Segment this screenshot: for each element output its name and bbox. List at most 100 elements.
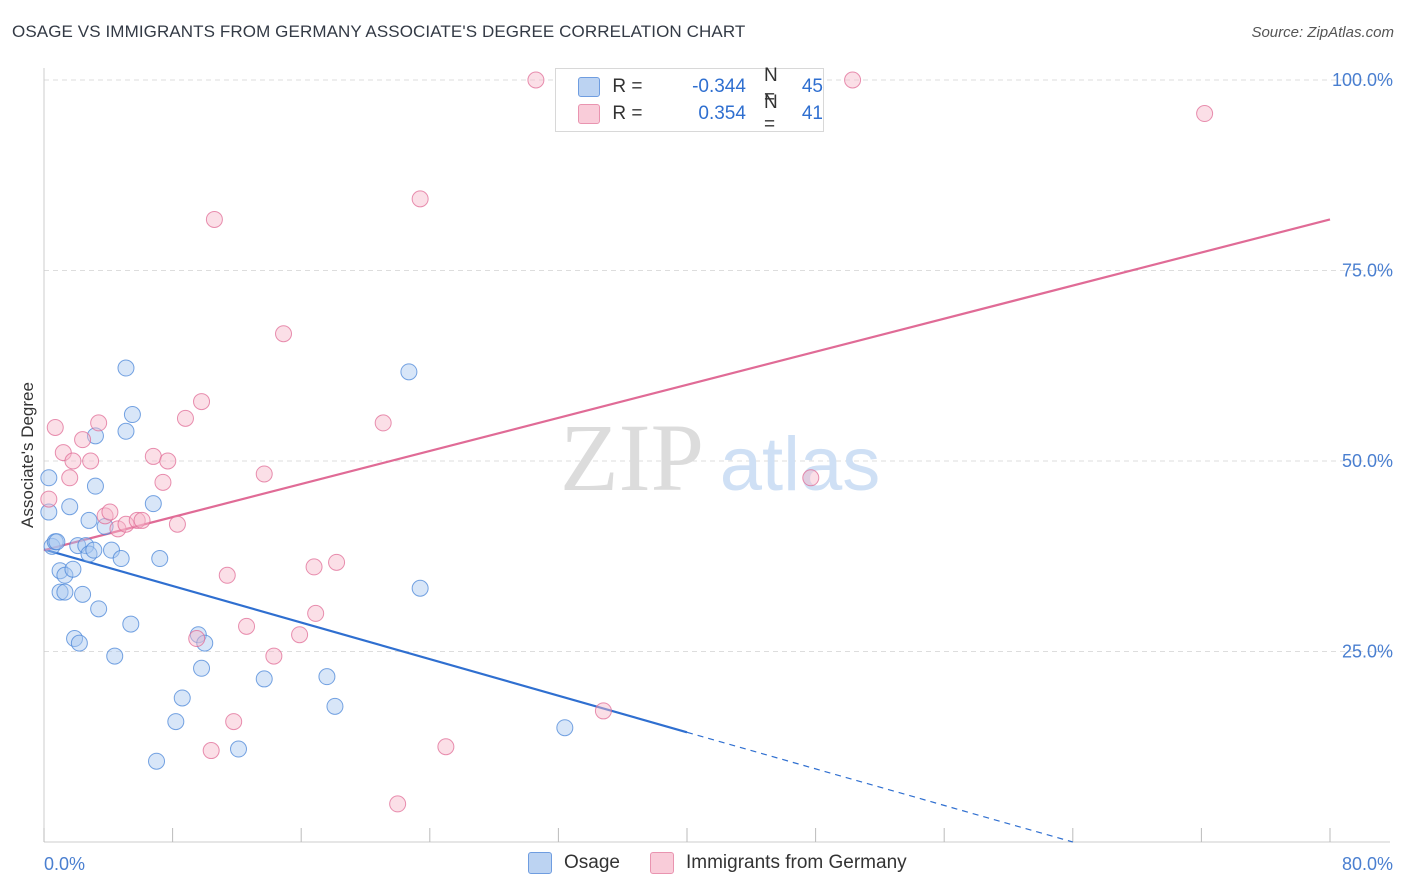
germany-point (193, 393, 211, 411)
germany-point (411, 190, 429, 208)
osage-point (193, 659, 211, 677)
source-label: Source: ZipAtlas.com (1251, 24, 1394, 41)
osage-trend-extension (686, 731, 1073, 843)
grid-lines (44, 79, 1390, 652)
germany-point (1196, 105, 1214, 123)
series-legend: Osage Immigrants from Germany (528, 852, 937, 874)
osage-point (61, 498, 79, 516)
osage-point (326, 697, 344, 715)
legend-n-value: 41 (801, 103, 823, 124)
osage-point (196, 634, 214, 652)
germany-point (265, 647, 283, 665)
osage-point (144, 495, 162, 513)
legend-label-osage: Osage (564, 852, 620, 873)
legend-item-osage[interactable]: Osage (528, 852, 620, 874)
y-tick-label: 75.0% (1342, 261, 1393, 281)
y-tick-label: 50.0% (1342, 451, 1393, 471)
legend-label-germany: Immigrants from Germany (685, 852, 907, 873)
germany-point (128, 511, 146, 529)
osage-point (556, 719, 574, 737)
y-tick-label: 25.0% (1342, 642, 1393, 662)
osage-point (40, 503, 58, 521)
osage-point (56, 583, 74, 601)
germany-point (133, 511, 151, 529)
osage-point (80, 511, 98, 529)
osage-trend-line (43, 548, 688, 734)
germany-point (117, 515, 135, 533)
osage-point (74, 585, 92, 603)
osage-point (103, 541, 121, 559)
osage-point (167, 713, 185, 731)
tick-labels: 100.0% 75.0% 50.0% 25.0% 0.0% 80.0% (44, 70, 1393, 874)
germany-point (238, 617, 256, 635)
osage-point (40, 469, 58, 487)
germany-point (176, 409, 194, 427)
germany-point (374, 414, 392, 432)
germany-point (328, 553, 346, 571)
germany-point (109, 520, 127, 538)
osage-point (230, 740, 248, 758)
osage-point (400, 363, 418, 381)
germany-point (64, 452, 82, 470)
germany-point (307, 604, 325, 622)
osage-point (117, 359, 135, 377)
osage-point (151, 550, 169, 568)
legend-item-germany[interactable]: Immigrants from Germany (649, 852, 907, 874)
germany-point (188, 630, 206, 648)
chart-title: OSAGE VS IMMIGRANTS FROM GERMANY ASSOCIA… (12, 22, 746, 41)
data-points (40, 71, 1214, 813)
legend-row-osage: R = -0.344 N = 45 (578, 65, 823, 108)
germany-point (54, 444, 72, 462)
germany-point (275, 325, 293, 343)
germany-point (594, 702, 612, 720)
axes (43, 68, 1390, 843)
legend-n-label: N = (763, 92, 778, 135)
y-axis-label: Associate's Degree (18, 382, 37, 528)
germany-point (527, 71, 545, 89)
osage-point (318, 668, 336, 686)
osage-point (43, 537, 61, 555)
germany-point (159, 452, 177, 470)
y-tick-label: 100.0% (1332, 70, 1393, 90)
germany-point (46, 418, 64, 436)
germany-point (389, 795, 407, 813)
germany-point (40, 490, 58, 508)
watermark-zip: ZIP (560, 404, 704, 511)
legend-swatch-germany (649, 852, 674, 874)
germany-point (168, 515, 186, 533)
germany-point (74, 431, 92, 449)
watermark: ZIP atlas (560, 404, 880, 511)
osage-point (123, 406, 141, 424)
legend-r-label: R = (612, 76, 643, 97)
x-tick-label: 80.0% (1342, 854, 1393, 874)
germany-point (802, 469, 820, 487)
osage-point (66, 630, 84, 648)
germany-point (205, 210, 223, 228)
legend-n-value: 45 (801, 76, 823, 97)
legend-row-germany: R = 0.354 N = 41 (578, 92, 823, 135)
germany-point (61, 469, 79, 487)
germany-point (305, 558, 323, 576)
germany-point (154, 473, 172, 491)
osage-point (173, 689, 191, 707)
osage-point (117, 422, 135, 440)
osage-point (51, 583, 69, 601)
osage-point (411, 579, 429, 597)
germany-point (255, 465, 273, 483)
legend-swatch-osage (528, 852, 552, 874)
germany-point (202, 742, 220, 760)
osage-point (86, 477, 104, 495)
trend-lines (43, 218, 1331, 843)
legend-swatch-osage (578, 77, 601, 97)
germany-point (144, 447, 162, 465)
legend-n-label: N = (763, 65, 778, 108)
osage-point (255, 670, 273, 688)
osage-point (48, 533, 66, 551)
osage-point (64, 560, 82, 578)
osage-point (90, 600, 108, 618)
watermark-atlas: atlas (720, 422, 881, 507)
germany-point (291, 626, 309, 644)
osage-point (51, 562, 69, 580)
osage-point (85, 541, 103, 559)
